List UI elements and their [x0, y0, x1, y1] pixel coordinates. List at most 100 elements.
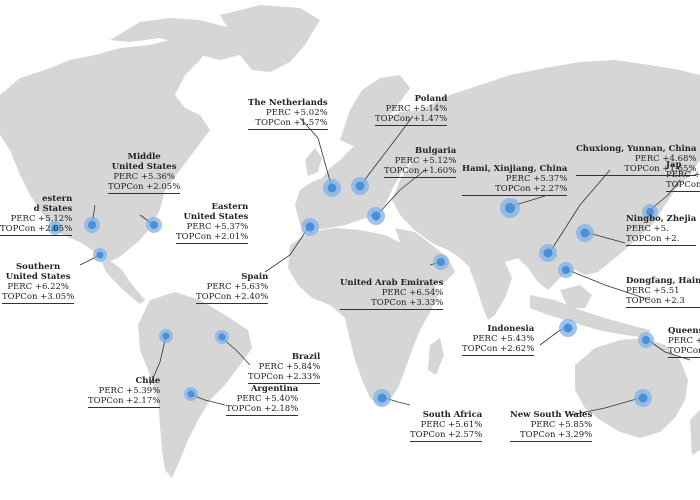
label-eastern-us: Eastern United States PERC +5.37% TOPCon… — [176, 202, 249, 244]
label-indonesia: Indonesia PERC +5.43% TOPCon +2.62% — [462, 324, 535, 356]
location-name: Poland — [414, 94, 448, 104]
perc-value: PERC +5. — [626, 224, 669, 234]
canadian-arctic-landmass — [110, 18, 250, 60]
north-america-landmass — [0, 38, 210, 262]
topcon-value: TOPCon +2. — [626, 234, 680, 244]
topcon-value: TOPCon +2.01% — [176, 232, 249, 242]
borneo-landmass — [560, 285, 592, 308]
perc-value: PERC +5.39% — [98, 386, 161, 396]
arabian-peninsula-landmass — [395, 228, 455, 285]
marker-argentina — [184, 387, 198, 401]
topcon-value: TOPCon +1.60% — [384, 166, 457, 176]
location-name: Queens — [668, 326, 700, 336]
topcon-value: TOPCon +2.05% — [108, 182, 181, 192]
perc-value: PERC +6.54% — [381, 288, 444, 298]
marker-dongfang — [558, 262, 574, 278]
perc-value: PERC +4.68% — [634, 154, 697, 164]
topcon-value: TOPCon +1.57% — [255, 118, 328, 128]
marker-middle-us — [84, 217, 100, 233]
southeast-asia-islands-landmass — [530, 295, 650, 338]
topcon-value: TOPCon + — [666, 180, 700, 190]
marker-netherlands — [323, 179, 341, 197]
label-netherlands: The Netherlands PERC +5.02% TOPCon +1.57… — [248, 98, 328, 130]
topcon-value: TOPCon +3.29% — [519, 430, 593, 440]
location-name: Middle — [127, 152, 161, 162]
location-name: New South Wales — [510, 410, 593, 420]
topcon-value: TOPCon +1.65% — [624, 164, 697, 174]
location-name: Argentina — [250, 384, 299, 394]
asia-landmass — [392, 60, 700, 290]
location-name: Chile — [135, 376, 161, 386]
label-new-south-wales: New South Wales PERC +5.85% TOPCon +3.29… — [510, 410, 593, 442]
label-ningbo: Ningbo, Zhejia PERC +5. TOPCon +2. — [626, 214, 697, 246]
perc-value: PERC +5.37% — [505, 174, 568, 184]
location-name: The Netherlands — [248, 98, 328, 108]
perc-value: PERC +5.12% — [10, 214, 73, 224]
label-southern-us: Southern United States PERC +6.22% TOPCo… — [2, 262, 75, 304]
topcon-value: TOPCon +2.27% — [495, 184, 568, 194]
label-uae: United Arab Emirates PERC +6.54% TOPCon … — [340, 278, 444, 310]
location-name: Eastern — [211, 202, 249, 212]
marker-uae — [433, 254, 449, 270]
label-chile: Chile PERC +5.39% TOPCon +2.17% — [88, 376, 161, 408]
africa-landmass — [288, 228, 438, 405]
location-name: Hami, Xinjiang, China — [462, 164, 568, 174]
label-chuxiong: Chuxiong, Yunnan, China PERC +4.68% TOPC… — [576, 144, 697, 176]
india-landmass — [470, 255, 512, 320]
marker-eastern-us — [146, 217, 162, 233]
topcon-value: TOPCon +2.05% — [0, 224, 73, 234]
perc-value: PERC +5.12% — [394, 156, 457, 166]
perc-value: PERC +5.63% — [206, 282, 269, 292]
japan-landmass — [634, 170, 662, 218]
greenland-landmass — [220, 5, 320, 72]
british-isles-landmass — [305, 148, 322, 176]
topcon-value: TOPCon +2.3 — [626, 296, 685, 306]
topcon-value: TOPCon +2.57% — [410, 430, 483, 440]
marker-south-africa — [373, 389, 391, 407]
scandinavia-landmass — [340, 75, 410, 148]
perc-value: PERC +5.43% — [472, 334, 535, 344]
location-name: United Arab Emirates — [340, 278, 444, 288]
perc-value: PERC + — [668, 336, 700, 346]
marker-southern-us — [93, 248, 107, 262]
marker-spain — [301, 218, 319, 236]
label-brazil: Brazil PERC +5.84% TOPCon +2.33% — [248, 352, 321, 384]
marker-chuxiong — [539, 244, 557, 262]
marker-hami — [500, 198, 520, 218]
topcon-value: TOPCon +2.40% — [196, 292, 269, 302]
location-name: Bulgaria — [415, 146, 457, 156]
perc-value: PERC +5.61% — [420, 420, 483, 430]
location-name: estern — [42, 194, 73, 204]
location-name: United States — [5, 272, 71, 282]
location-name: Chuxiong, Yunnan, China — [576, 144, 697, 154]
marker-indonesia — [559, 319, 577, 337]
perc-value: PERC + — [666, 170, 700, 180]
topcon-value: TOPCon +3.05% — [2, 292, 75, 302]
perc-value: PERC +5.84% — [258, 362, 321, 372]
perc-value: PERC +5.51 — [626, 286, 680, 296]
label-japan: Jap PERC + TOPCon + — [666, 160, 700, 192]
label-hami: Hami, Xinjiang, China PERC +5.37% TOPCon… — [462, 164, 568, 196]
location-name: United States — [183, 212, 249, 222]
topcon-value: TOPCon +1.47% — [375, 114, 448, 124]
label-spain: Spain PERC +5.63% TOPCon +2.40% — [196, 272, 269, 304]
perc-value: PERC +5.02% — [266, 108, 328, 118]
label-south-africa: South Africa PERC +5.61% TOPCon +2.57% — [410, 410, 483, 442]
location-name: Jap — [666, 160, 682, 170]
perc-value: PERC +5.14% — [385, 104, 448, 114]
location-name: United States — [111, 162, 177, 172]
madagascar-landmass — [428, 338, 444, 375]
perc-value: PERC +5.40% — [236, 394, 299, 404]
label-bulgaria: Bulgaria PERC +5.12% TOPCon +1.60% — [384, 146, 457, 178]
marker-new-south-wales — [634, 389, 652, 407]
marker-brazil — [215, 330, 229, 344]
australia-landmass — [575, 338, 688, 438]
marker-queensland — [638, 332, 654, 348]
new-zealand-landmass — [690, 410, 700, 455]
topcon-value: TOPCon +2.17% — [88, 396, 161, 406]
topcon-value: TOPCon +2.18% — [226, 404, 299, 414]
location-name: Brazil — [291, 352, 321, 362]
location-name: d States — [33, 204, 73, 214]
label-western-us: estern d States PERC +5.12% TOPCon +2.05… — [0, 194, 73, 236]
